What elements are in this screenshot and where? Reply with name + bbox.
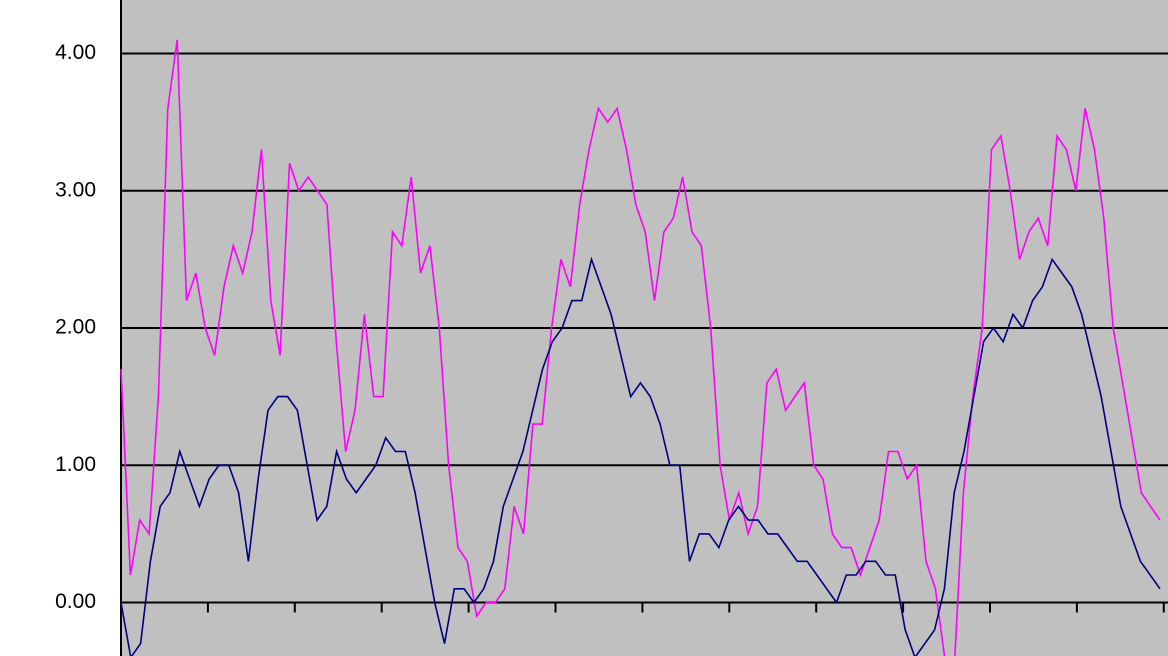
series-line xyxy=(120,39,1161,656)
y-tick-label: 3.00 xyxy=(55,178,96,201)
y-tick-label: 1.00 xyxy=(55,453,96,476)
y-tick-label: 4.00 xyxy=(55,41,96,64)
y-tick-label: 0.00 xyxy=(55,590,96,613)
y-tick-label: 2.00 xyxy=(55,316,96,339)
series-line xyxy=(120,256,1161,656)
